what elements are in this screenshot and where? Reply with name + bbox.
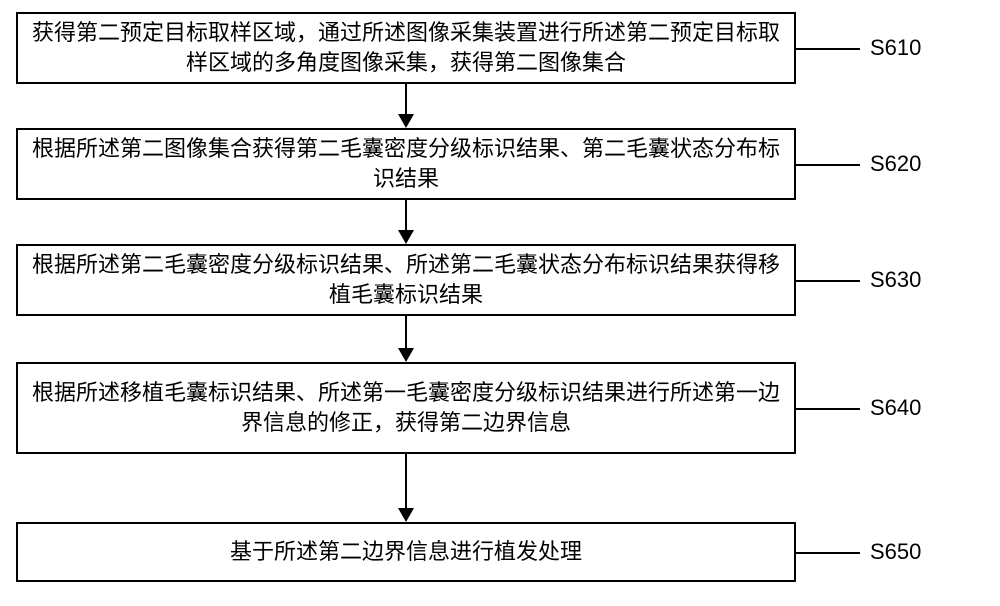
- leader-line: [796, 408, 860, 410]
- flow-step-text: 根据所述第二毛囊密度分级标识结果、所述第二毛囊状态分布标识结果获得移植毛囊标识结…: [30, 250, 782, 309]
- flow-arrow: [396, 454, 416, 522]
- step-label: S620: [870, 151, 921, 177]
- flow-step-S650: 基于所述第二边界信息进行植发处理: [16, 522, 796, 582]
- leader-line: [796, 164, 860, 166]
- step-label: S650: [870, 539, 921, 565]
- flow-step-text: 根据所述第二图像集合获得第二毛囊密度分级标识结果、第二毛囊状态分布标识结果: [30, 134, 782, 193]
- flow-step-text: 根据所述移植毛囊标识结果、所述第一毛囊密度分级标识结果进行所述第一边界信息的修正…: [30, 378, 782, 437]
- flow-step-S610: 获得第二预定目标取样区域，通过所述图像采集装置进行所述第二预定目标取样区域的多角…: [16, 12, 796, 84]
- step-label: S610: [870, 35, 921, 61]
- flow-arrow: [396, 316, 416, 362]
- flow-step-S630: 根据所述第二毛囊密度分级标识结果、所述第二毛囊状态分布标识结果获得移植毛囊标识结…: [16, 244, 796, 316]
- leader-line: [796, 280, 860, 282]
- leader-line: [796, 48, 860, 50]
- step-label: S640: [870, 395, 921, 421]
- flow-arrow: [396, 200, 416, 244]
- flowchart-stage: 获得第二预定目标取样区域，通过所述图像采集装置进行所述第二预定目标取样区域的多角…: [0, 0, 1000, 606]
- flow-step-S640: 根据所述移植毛囊标识结果、所述第一毛囊密度分级标识结果进行所述第一边界信息的修正…: [16, 362, 796, 454]
- step-label: S630: [870, 267, 921, 293]
- flow-step-text: 基于所述第二边界信息进行植发处理: [230, 537, 582, 567]
- flow-arrow: [396, 84, 416, 128]
- flow-step-S620: 根据所述第二图像集合获得第二毛囊密度分级标识结果、第二毛囊状态分布标识结果: [16, 128, 796, 200]
- leader-line: [796, 552, 860, 554]
- flow-step-text: 获得第二预定目标取样区域，通过所述图像采集装置进行所述第二预定目标取样区域的多角…: [30, 18, 782, 77]
